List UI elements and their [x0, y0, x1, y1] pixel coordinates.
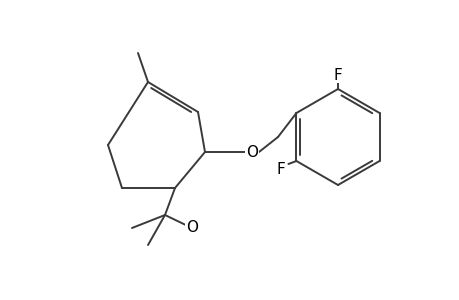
- Text: F: F: [333, 68, 341, 82]
- Text: F: F: [275, 161, 284, 176]
- Text: O: O: [246, 145, 257, 160]
- Text: O: O: [185, 220, 197, 236]
